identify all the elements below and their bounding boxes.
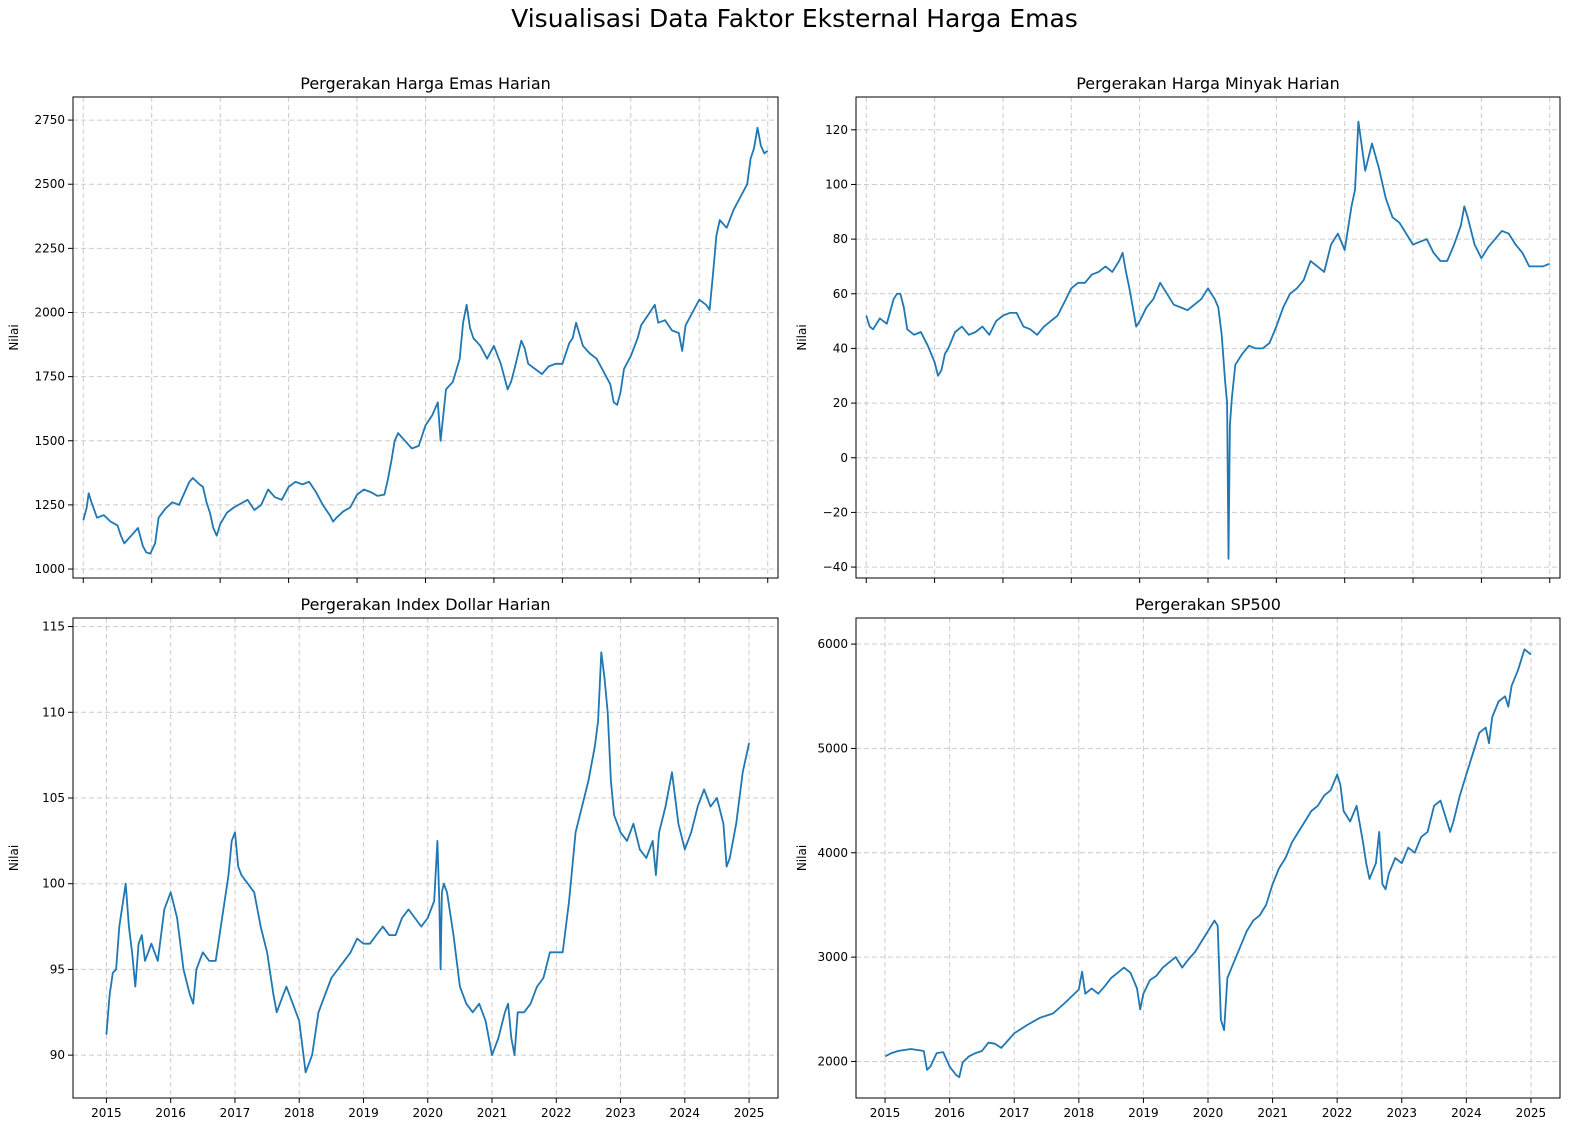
y-tick-label: 5000 [817, 741, 848, 755]
data-line [884, 648, 1532, 1078]
y-tick-label: 60 [833, 287, 848, 301]
x-tick-label: 2021 [1257, 1106, 1288, 1120]
data-line [865, 120, 1551, 560]
y-tick-label: 2500 [34, 177, 65, 191]
y-axis-label: Nilai [795, 324, 809, 350]
y-tick-label: 1500 [34, 434, 65, 448]
y-tick-label: 2000 [817, 1054, 848, 1068]
y-tick-label: 1250 [34, 498, 65, 512]
data-line [105, 651, 750, 1074]
y-tick-label: 40 [833, 341, 848, 355]
y-tick-label: 6000 [817, 637, 848, 651]
chart-title: Pergerakan Harga Minyak Harian [1076, 74, 1340, 93]
y-tick-label: 80 [833, 232, 848, 246]
x-tick-label: 2020 [1193, 1106, 1224, 1120]
x-tick-label: 2025 [1516, 1106, 1547, 1120]
x-tick-label: 2025 [734, 1106, 765, 1120]
x-tick-label: 2016 [934, 1106, 965, 1120]
y-tick-label: 3000 [817, 950, 848, 964]
y-axis-label: Nilai [7, 845, 21, 871]
x-tick-label: 2018 [1064, 1106, 1095, 1120]
x-tick-label: 2020 [412, 1106, 443, 1120]
y-tick-label: 4000 [817, 846, 848, 860]
y-tick-label: 0 [840, 451, 848, 465]
x-tick-label: 2019 [348, 1106, 379, 1120]
y-axis-label: Nilai [795, 845, 809, 871]
chart-panel-4: 2015 2016 2017 2018 2019 2020 2021 2022 2023 2024… [795, 595, 1561, 1120]
y-tick-label: 110 [42, 705, 65, 719]
y-tick-label: 1000 [34, 562, 65, 576]
y-tick-label: −40 [823, 560, 848, 574]
chart-title: Pergerakan Index Dollar Harian [300, 595, 550, 614]
y-tick-label: 90 [50, 1048, 65, 1062]
x-tick-label: 2023 [1386, 1106, 1417, 1120]
x-tick-label: 2019 [1128, 1106, 1159, 1120]
y-tick-label: 105 [42, 791, 65, 805]
x-tick-label: 2015 [91, 1106, 122, 1120]
chart-title: Pergerakan Harga Emas Harian [300, 74, 551, 93]
x-tick-label: 2024 [1451, 1106, 1482, 1120]
x-tick-label: 2017 [220, 1106, 251, 1120]
x-tick-label: 2022 [1322, 1106, 1353, 1120]
y-tick-label: 95 [50, 962, 65, 976]
x-tick-label: 2024 [670, 1106, 701, 1120]
y-tick-label: 2250 [34, 241, 65, 255]
y-tick-label: 20 [833, 396, 848, 410]
x-tick-label: 2023 [605, 1106, 636, 1120]
x-tick-label: 2021 [477, 1106, 508, 1120]
x-tick-label: 2017 [999, 1106, 1030, 1120]
y-axis-label: Nilai [7, 324, 21, 350]
y-tick-label: 115 [42, 620, 65, 634]
data-line [82, 126, 769, 555]
y-tick-label: 100 [825, 177, 848, 191]
x-tick-label: 2016 [155, 1106, 186, 1120]
y-tick-label: 1750 [34, 370, 65, 384]
chart-panel-3: 2015 2016 2017 2018 2019 2020 2021 2022 2023 2024… [7, 595, 779, 1120]
axes-frame [72, 617, 779, 1099]
chart-panel-2: −40 −20 0 20 40 60 80 100 120 Pergerakan Harga Mi… [795, 74, 1561, 583]
y-tick-label: 2000 [34, 305, 65, 319]
y-tick-label: −20 [823, 505, 848, 519]
x-tick-label: 2022 [541, 1106, 572, 1120]
chart-title: Pergerakan SP500 [1135, 595, 1281, 614]
x-tick-label: 2018 [284, 1106, 315, 1120]
y-tick-label: 100 [42, 877, 65, 891]
figure-title: Visualisasi Data Faktor Eksternal Harga … [511, 4, 1078, 33]
x-tick-label: 2015 [870, 1106, 901, 1120]
chart-panel-1: 1000 1250 1500 1750 2000 2250 2500 2750 Pergerak… [7, 74, 779, 583]
y-tick-label: 2750 [34, 113, 65, 127]
y-tick-label: 120 [825, 123, 848, 137]
